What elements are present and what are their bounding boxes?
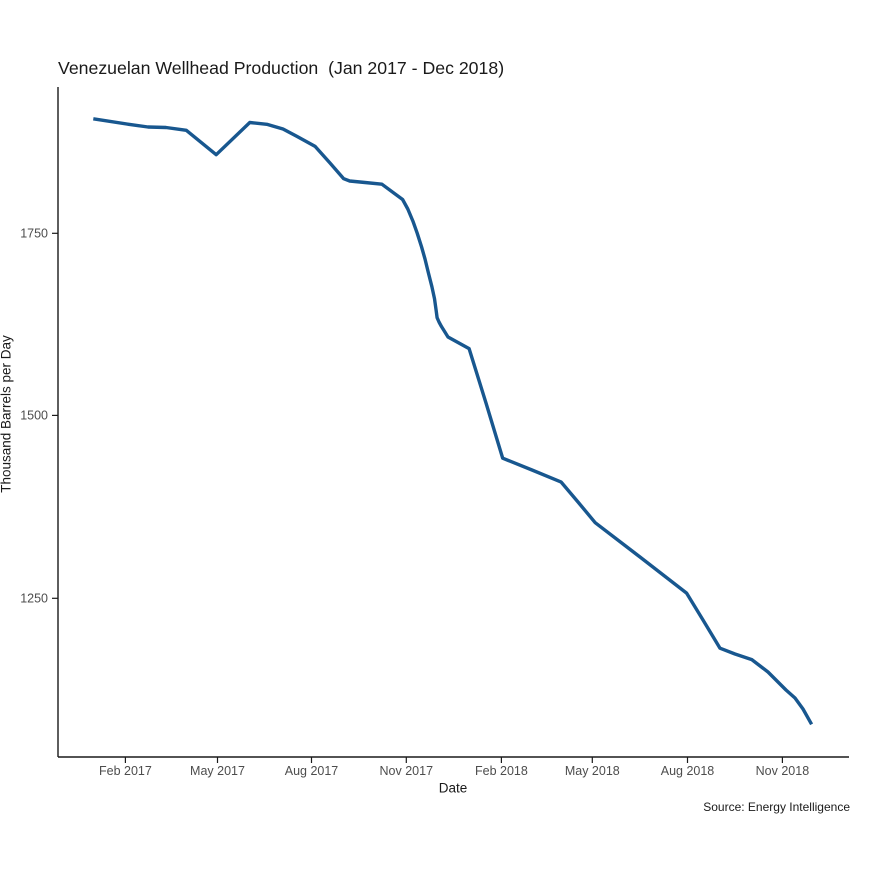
svg-text:Aug 2017: Aug 2017 (285, 764, 339, 778)
svg-text:Aug 2018: Aug 2018 (661, 764, 715, 778)
svg-text:Feb 2017: Feb 2017 (99, 764, 152, 778)
svg-text:Nov 2017: Nov 2017 (380, 764, 434, 778)
svg-text:1250: 1250 (20, 591, 48, 605)
svg-text:1500: 1500 (20, 408, 48, 422)
svg-text:1750: 1750 (20, 226, 48, 240)
svg-text:May 2018: May 2018 (565, 764, 620, 778)
svg-text:May 2017: May 2017 (190, 764, 245, 778)
svg-text:Feb 2018: Feb 2018 (475, 764, 528, 778)
svg-text:Nov 2018: Nov 2018 (756, 764, 810, 778)
